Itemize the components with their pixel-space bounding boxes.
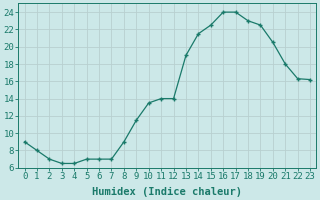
X-axis label: Humidex (Indice chaleur): Humidex (Indice chaleur)	[92, 186, 242, 197]
